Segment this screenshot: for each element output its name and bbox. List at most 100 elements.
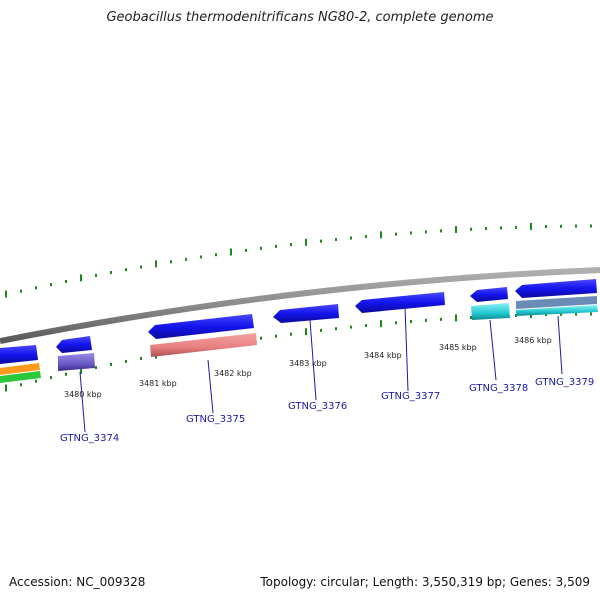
track-dot — [320, 328, 322, 332]
track-dot — [110, 362, 112, 366]
track-dot — [395, 321, 397, 325]
track-dot — [410, 320, 412, 324]
track-dot — [425, 318, 427, 322]
track-dot — [320, 239, 322, 243]
track-major-tick — [80, 274, 82, 282]
track-dot — [260, 246, 262, 250]
track-dot — [125, 359, 127, 363]
track-dot — [65, 372, 67, 376]
scale-tick-label: 3480 kbp — [64, 390, 102, 399]
track-dot — [470, 316, 472, 320]
cds-arrow — [515, 279, 597, 298]
scale-tick-label: 3481 kbp — [139, 379, 177, 388]
track-dot — [245, 248, 247, 252]
track-dot — [590, 312, 592, 316]
cds-arrow — [56, 336, 92, 353]
track-dot — [575, 224, 577, 228]
track-dot — [395, 232, 397, 236]
gene-leader-line — [207, 359, 214, 414]
track-dot — [425, 230, 427, 234]
track-dot — [335, 238, 337, 242]
track-major-tick — [530, 222, 532, 230]
orange-feature — [0, 363, 40, 375]
scale-tick-label: 3483 kbp — [289, 359, 327, 368]
track-dot — [50, 283, 52, 287]
track-dot — [20, 289, 22, 293]
purple-feature — [58, 353, 95, 371]
track-dot — [545, 225, 547, 229]
track-dot — [335, 327, 337, 331]
feature-rings — [0, 296, 598, 383]
cds-arrow — [148, 314, 254, 339]
track-dot — [440, 317, 442, 321]
track-dot — [125, 268, 127, 272]
gene-label-gtng-3376[interactable]: GTNG_3376 — [288, 401, 347, 412]
gene-label-gtng-3374[interactable]: GTNG_3374 — [60, 433, 119, 444]
scale-tick-label: 3482 kbp — [214, 369, 252, 378]
gene-leader-line — [309, 319, 317, 401]
track-dot — [470, 227, 472, 231]
track-dot — [365, 324, 367, 328]
gene-leaders — [79, 305, 563, 433]
gene-label-gtng-3375[interactable]: GTNG_3375 — [186, 414, 245, 425]
track-major-tick — [305, 238, 307, 246]
track-major-tick — [380, 231, 382, 239]
cds-arrow — [0, 345, 38, 364]
track-major-tick — [230, 248, 232, 256]
gene-label-gtng-3377[interactable]: GTNG_3377 — [381, 391, 440, 402]
track-dot — [485, 227, 487, 231]
green-feature — [0, 371, 41, 383]
steel-feature — [516, 296, 597, 309]
track-major-tick — [80, 366, 82, 374]
track-dot — [350, 325, 352, 329]
track-dot — [35, 379, 37, 383]
genome-summary-text: Topology: circular; Length: 3,550,319 bp… — [260, 575, 590, 589]
gene-label-gtng-3378[interactable]: GTNG_3378 — [469, 383, 528, 394]
cyan-feature — [471, 303, 510, 320]
gene-label-gtng-3379[interactable]: GTNG_3379 — [535, 377, 594, 388]
track-dot — [560, 224, 562, 228]
salmon-feature — [150, 333, 257, 357]
track-dot — [95, 273, 97, 277]
gene-leader-line — [489, 319, 497, 381]
track-dot — [35, 286, 37, 290]
track-dot — [50, 376, 52, 380]
track-dot — [20, 383, 22, 387]
track-dot — [350, 236, 352, 240]
track-dot — [95, 366, 97, 370]
scale-tick-label: 3485 kbp — [439, 343, 477, 352]
track-dot — [200, 255, 202, 259]
gene-leader-line — [557, 315, 563, 375]
track-dot — [185, 257, 187, 261]
track-dot — [365, 235, 367, 239]
track-dot — [590, 224, 592, 228]
accession-text: Accession: NC_009328 — [9, 575, 146, 589]
track-major-tick — [5, 290, 7, 298]
track-major-tick — [305, 328, 307, 336]
cyan-feature — [516, 305, 598, 316]
track-dot — [140, 265, 142, 269]
track-major-tick — [155, 260, 157, 268]
track-dot — [290, 332, 292, 336]
track-dot — [275, 244, 277, 248]
track-dot — [275, 334, 277, 338]
track-dot — [65, 279, 67, 283]
scale-labels: 3480 kbp 3481 kbp 3482 kbp 3483 kbp 3484… — [64, 336, 552, 399]
scale-tick-label: 3486 kbp — [514, 336, 552, 345]
track-dot — [215, 253, 217, 257]
cds-arrow — [355, 292, 445, 313]
gene-labels: GTNG_3374 GTNG_3375 GTNG_3376 GTNG_3377 … — [60, 377, 594, 444]
track-dot — [260, 336, 262, 340]
cds-forward-strand — [0, 279, 597, 364]
track-dot — [440, 229, 442, 233]
gene-leader-line — [404, 305, 409, 392]
genome-backbone — [0, 267, 600, 344]
track-dot — [515, 225, 517, 229]
track-dot — [140, 356, 142, 360]
gene-leader-line — [79, 371, 86, 433]
track-major-tick — [455, 314, 457, 322]
track-dot — [575, 312, 577, 316]
track-dot — [410, 231, 412, 235]
track-dot — [170, 260, 172, 264]
